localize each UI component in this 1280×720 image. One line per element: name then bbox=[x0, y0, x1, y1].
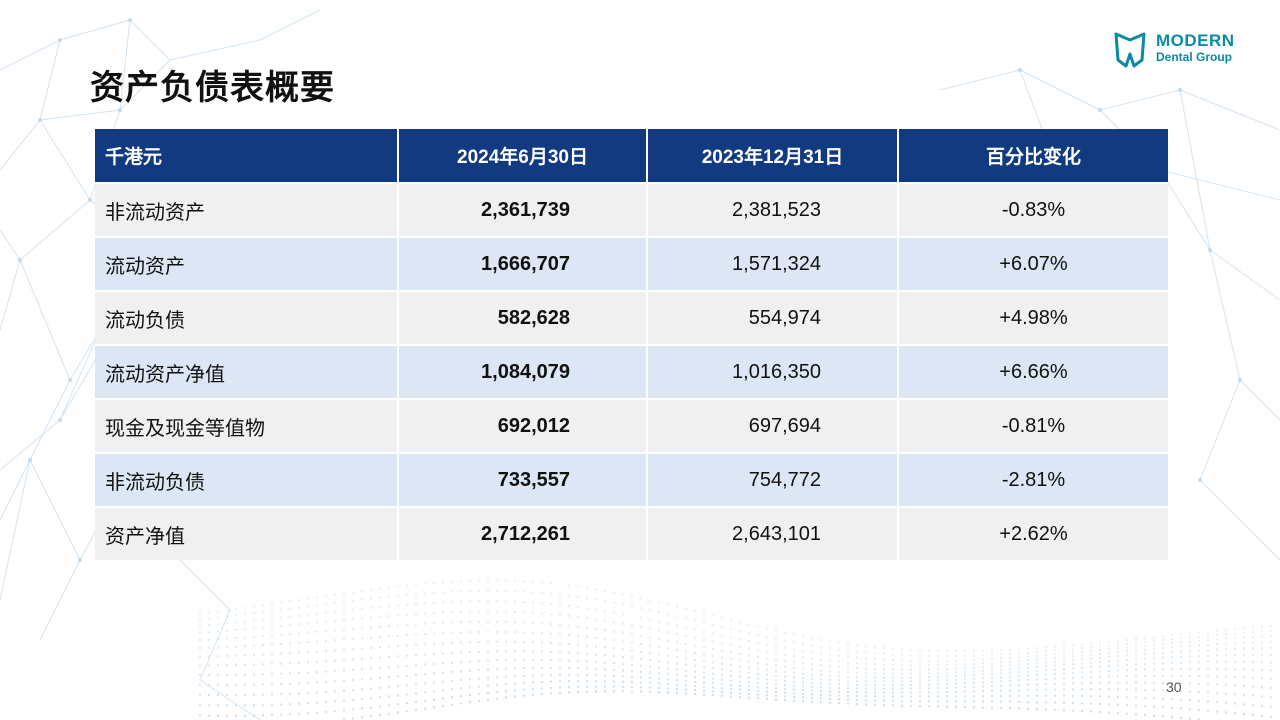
tooth-logo-icon bbox=[1114, 32, 1146, 68]
row-label: 流动负债 bbox=[95, 290, 399, 345]
value-2024: 2,712,261 bbox=[398, 506, 648, 560]
percent-change: +6.66% bbox=[898, 344, 1168, 399]
percent-change: +4.98% bbox=[898, 290, 1168, 345]
percent-change: +2.62% bbox=[898, 506, 1168, 560]
value-2023: 1,016,350 bbox=[647, 344, 899, 399]
table-header-row: 千港元 2024年6月30日 2023年12月31日 百分比变化 bbox=[95, 129, 1168, 183]
percent-change: -2.81% bbox=[898, 452, 1168, 507]
logo-line2: Dental Group bbox=[1156, 50, 1233, 64]
table-row: 资产净值 2,712,261 2,643,101 +2.62% bbox=[95, 506, 1168, 560]
page-number: 30 bbox=[1166, 679, 1182, 695]
header-change: 百分比变化 bbox=[898, 129, 1168, 183]
logo-line1: MODERN bbox=[1156, 31, 1235, 50]
value-2024: 733,557 bbox=[398, 452, 648, 507]
header-2023: 2023年12月31日 bbox=[647, 129, 899, 183]
value-2024: 582,628 bbox=[398, 290, 648, 345]
value-2023: 2,643,101 bbox=[647, 506, 899, 560]
row-label: 现金及现金等值物 bbox=[95, 398, 399, 453]
table-row: 非流动资产 2,361,739 2,381,523 -0.83% bbox=[95, 182, 1168, 237]
value-2023: 697,694 bbox=[647, 398, 899, 453]
value-2023: 554,974 bbox=[647, 290, 899, 345]
balance-sheet-table: 千港元 2024年6月30日 2023年12月31日 百分比变化 非流动资产 2… bbox=[95, 129, 1168, 560]
table-row: 流动负债 582,628 554,974 +4.98% bbox=[95, 290, 1168, 345]
percent-change: +6.07% bbox=[898, 236, 1168, 291]
value-2023: 754,772 bbox=[647, 452, 899, 507]
value-2024: 2,361,739 bbox=[398, 182, 648, 237]
value-2024: 1,666,707 bbox=[398, 236, 648, 291]
row-label: 流动资产净值 bbox=[95, 344, 399, 399]
table-row: 现金及现金等值物 692,012 697,694 -0.81% bbox=[95, 398, 1168, 453]
percent-change: -0.83% bbox=[898, 182, 1168, 237]
table-row: 流动资产 1,666,707 1,571,324 +6.07% bbox=[95, 236, 1168, 291]
value-2023: 2,381,523 bbox=[647, 182, 899, 237]
value-2024: 692,012 bbox=[398, 398, 648, 453]
percent-change: -0.81% bbox=[898, 398, 1168, 453]
row-label: 资产净值 bbox=[95, 506, 399, 560]
row-label: 流动资产 bbox=[95, 236, 399, 291]
table-row: 非流动负债 733,557 754,772 -2.81% bbox=[95, 452, 1168, 507]
table-row: 流动资产净值 1,084,079 1,016,350 +6.66% bbox=[95, 344, 1168, 399]
value-2023: 1,571,324 bbox=[647, 236, 899, 291]
row-label: 非流动负债 bbox=[95, 452, 399, 507]
company-logo: MODERN Dental Group bbox=[1112, 30, 1252, 70]
header-2024: 2024年6月30日 bbox=[398, 129, 648, 183]
header-unit: 千港元 bbox=[95, 129, 399, 183]
row-label: 非流动资产 bbox=[95, 182, 399, 237]
page-title: 资产负债表概要 bbox=[90, 68, 335, 108]
value-2024: 1,084,079 bbox=[398, 344, 648, 399]
